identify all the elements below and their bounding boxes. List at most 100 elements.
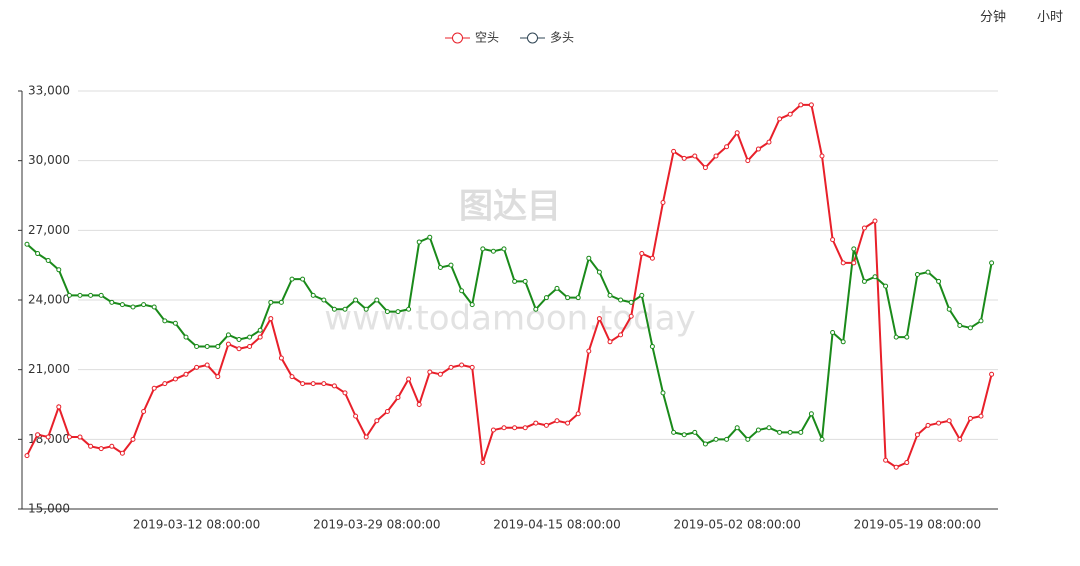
data-point <box>639 251 645 257</box>
data-point <box>172 376 178 382</box>
data-point <box>247 334 253 340</box>
legend-label: 多头 <box>550 31 574 45</box>
data-point <box>448 262 454 268</box>
data-point <box>724 144 730 150</box>
data-point <box>480 460 486 466</box>
x-tick-label: 2019-03-29 08:00:00 <box>313 518 440 532</box>
data-point <box>787 111 793 117</box>
data-point <box>130 304 136 310</box>
data-point <box>883 283 889 289</box>
data-point <box>374 418 380 424</box>
data-point <box>88 292 94 298</box>
data-point <box>957 323 963 329</box>
data-point <box>925 422 931 428</box>
data-point <box>967 325 973 331</box>
data-point <box>310 381 316 387</box>
y-tick-label: 21,000 <box>28 362 70 376</box>
data-point <box>278 299 284 305</box>
data-point <box>798 429 804 435</box>
data-point <box>565 420 571 426</box>
data-point <box>395 309 401 315</box>
data-point <box>512 278 518 284</box>
data-point <box>183 371 189 377</box>
data-point <box>989 371 995 377</box>
data-point <box>830 237 836 243</box>
y-tick-label: 27,000 <box>28 223 70 237</box>
data-point <box>596 269 602 275</box>
data-point <box>978 318 984 324</box>
series-line <box>26 103 993 469</box>
legend-symbol <box>527 32 538 44</box>
data-point <box>501 246 507 252</box>
data-point <box>289 276 295 282</box>
data-point <box>225 332 231 338</box>
data-point <box>840 260 846 266</box>
data-point <box>342 390 348 396</box>
data-point <box>77 434 83 440</box>
data-point <box>257 327 263 333</box>
data-point <box>353 413 359 419</box>
data-point <box>575 411 581 417</box>
data-point <box>649 343 655 349</box>
data-point <box>618 297 624 303</box>
legend-symbol <box>452 32 463 44</box>
data-point <box>533 306 539 312</box>
data-point <box>151 385 157 391</box>
data-point <box>416 402 422 407</box>
data-point <box>671 429 677 435</box>
data-point <box>331 306 337 312</box>
hour-button[interactable]: 小时 <box>1037 10 1064 25</box>
data-point <box>512 425 518 431</box>
data-point <box>395 395 401 401</box>
data-point <box>204 343 210 349</box>
data-point <box>384 408 390 414</box>
y-tick-label: 24,000 <box>28 293 70 307</box>
data-point <box>247 343 253 349</box>
data-point <box>35 432 41 438</box>
data-point <box>819 436 825 442</box>
data-point <box>713 436 719 442</box>
data-point <box>543 295 549 301</box>
data-point <box>946 306 952 312</box>
data-point <box>628 313 634 319</box>
data-point <box>490 248 496 254</box>
data-point <box>713 153 719 159</box>
data-point <box>914 271 920 277</box>
data-point <box>904 334 910 340</box>
data-point <box>681 432 687 438</box>
data-point <box>480 246 486 252</box>
data-point <box>236 346 242 352</box>
data-point <box>278 355 284 361</box>
data-point <box>883 457 889 463</box>
data-point <box>215 343 221 349</box>
data-point <box>66 434 72 440</box>
data-point <box>872 274 878 280</box>
data-point <box>416 239 422 245</box>
data-point <box>660 390 666 396</box>
y-tick-label: 15,000 <box>28 502 70 516</box>
x-tick-label: 2019-03-12 08:00:00 <box>133 518 260 532</box>
data-point <box>618 332 624 338</box>
legend-item: 空头 <box>445 31 499 45</box>
data-point <box>702 165 708 171</box>
data-point <box>24 453 30 459</box>
data-point <box>35 251 41 257</box>
data-point <box>554 285 560 291</box>
data-point <box>236 336 242 342</box>
data-point <box>543 422 549 428</box>
data-point <box>766 139 772 145</box>
data-point <box>522 425 528 431</box>
data-point <box>162 381 168 387</box>
data-point <box>289 374 295 380</box>
data-point <box>427 369 433 375</box>
series-line <box>26 235 993 446</box>
data-point <box>321 381 327 387</box>
data-point <box>745 436 751 442</box>
data-point <box>766 425 772 431</box>
data-point <box>575 295 581 301</box>
data-point <box>363 434 369 440</box>
data-point <box>363 306 369 312</box>
data-point <box>925 269 931 275</box>
data-point <box>936 278 942 284</box>
minute-button[interactable]: 分钟 <box>980 10 1007 25</box>
